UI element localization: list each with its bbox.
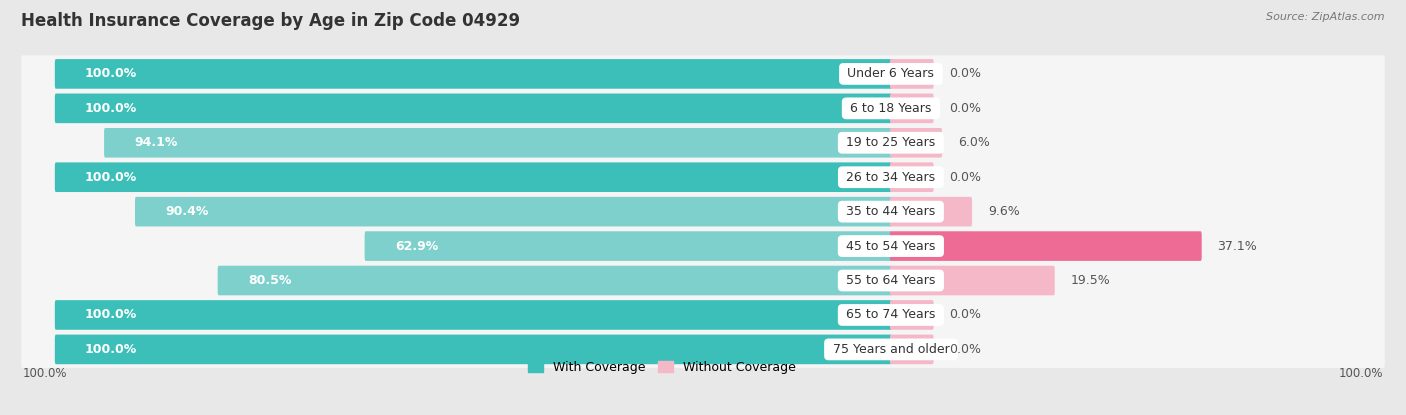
Text: 100.0%: 100.0%	[84, 308, 138, 322]
FancyBboxPatch shape	[21, 55, 1385, 93]
Text: 94.1%: 94.1%	[135, 136, 177, 149]
Text: 100.0%: 100.0%	[84, 343, 138, 356]
FancyBboxPatch shape	[890, 93, 934, 123]
FancyBboxPatch shape	[55, 162, 891, 192]
FancyBboxPatch shape	[890, 59, 934, 89]
Text: 65 to 74 Years: 65 to 74 Years	[842, 308, 939, 322]
FancyBboxPatch shape	[890, 231, 1202, 261]
FancyBboxPatch shape	[890, 266, 1054, 295]
Text: 90.4%: 90.4%	[166, 205, 208, 218]
Text: 37.1%: 37.1%	[1218, 239, 1257, 253]
FancyBboxPatch shape	[55, 334, 891, 364]
FancyBboxPatch shape	[21, 159, 1385, 196]
Text: Under 6 Years: Under 6 Years	[844, 67, 938, 81]
FancyBboxPatch shape	[21, 331, 1385, 368]
Text: 100.0%: 100.0%	[84, 102, 138, 115]
Text: 55 to 64 Years: 55 to 64 Years	[842, 274, 939, 287]
Text: 100.0%: 100.0%	[84, 67, 138, 81]
FancyBboxPatch shape	[21, 193, 1385, 230]
Text: 0.0%: 0.0%	[949, 171, 981, 184]
Text: 0.0%: 0.0%	[949, 308, 981, 322]
Text: 19 to 25 Years: 19 to 25 Years	[842, 136, 939, 149]
Text: 62.9%: 62.9%	[395, 239, 439, 253]
Text: 6.0%: 6.0%	[957, 136, 990, 149]
FancyBboxPatch shape	[364, 231, 891, 261]
FancyBboxPatch shape	[135, 197, 891, 227]
Text: Source: ZipAtlas.com: Source: ZipAtlas.com	[1267, 12, 1385, 22]
FancyBboxPatch shape	[890, 128, 942, 158]
FancyBboxPatch shape	[55, 93, 891, 123]
Text: 0.0%: 0.0%	[949, 67, 981, 81]
Text: 0.0%: 0.0%	[949, 343, 981, 356]
FancyBboxPatch shape	[55, 300, 891, 330]
Text: 100.0%: 100.0%	[84, 171, 138, 184]
FancyBboxPatch shape	[21, 227, 1385, 265]
Text: 35 to 44 Years: 35 to 44 Years	[842, 205, 939, 218]
FancyBboxPatch shape	[890, 334, 934, 364]
Legend: With Coverage, Without Coverage: With Coverage, Without Coverage	[527, 361, 796, 374]
FancyBboxPatch shape	[21, 124, 1385, 161]
FancyBboxPatch shape	[890, 300, 934, 330]
Text: 6 to 18 Years: 6 to 18 Years	[846, 102, 935, 115]
Text: 0.0%: 0.0%	[949, 102, 981, 115]
FancyBboxPatch shape	[21, 90, 1385, 127]
FancyBboxPatch shape	[890, 162, 934, 192]
FancyBboxPatch shape	[104, 128, 891, 158]
Text: 100.0%: 100.0%	[1339, 367, 1384, 380]
Text: Health Insurance Coverage by Age in Zip Code 04929: Health Insurance Coverage by Age in Zip …	[21, 12, 520, 30]
FancyBboxPatch shape	[21, 296, 1385, 334]
FancyBboxPatch shape	[890, 197, 972, 227]
Text: 26 to 34 Years: 26 to 34 Years	[842, 171, 939, 184]
FancyBboxPatch shape	[218, 266, 891, 295]
FancyBboxPatch shape	[55, 59, 891, 89]
Text: 100.0%: 100.0%	[22, 367, 67, 380]
Text: 80.5%: 80.5%	[247, 274, 291, 287]
Text: 45 to 54 Years: 45 to 54 Years	[842, 239, 939, 253]
Text: 75 Years and older: 75 Years and older	[828, 343, 953, 356]
FancyBboxPatch shape	[21, 262, 1385, 299]
Text: 9.6%: 9.6%	[988, 205, 1019, 218]
Text: 19.5%: 19.5%	[1070, 274, 1111, 287]
